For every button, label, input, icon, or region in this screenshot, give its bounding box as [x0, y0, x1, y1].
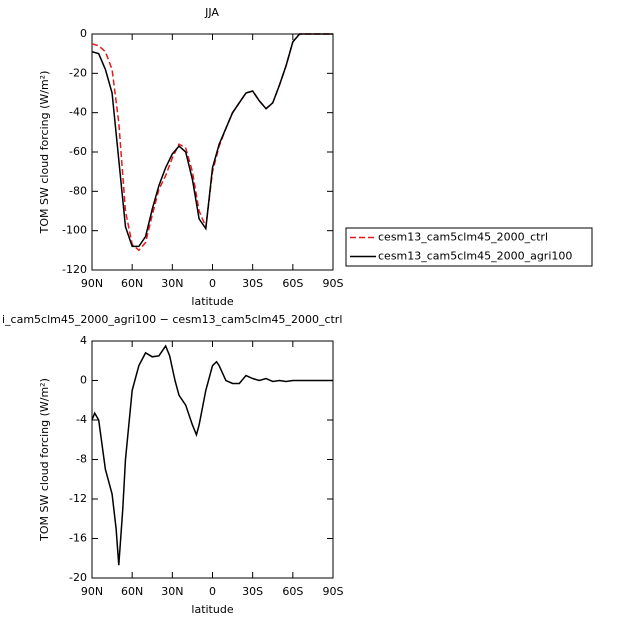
y-tick-label: -20 [69, 571, 87, 584]
x-tick-label: 60S [282, 277, 303, 290]
data-line [91, 33, 333, 248]
x-axis-label: latitude [191, 603, 233, 616]
y-axis-label: TOM SW cloud forcing (W/m²) [38, 378, 51, 542]
x-tick-label: 0 [209, 277, 216, 290]
plot-frame [91, 340, 334, 579]
x-tick-label: 90S [323, 585, 344, 598]
y-tick-label: -8 [76, 453, 87, 466]
x-tick-label: 30S [242, 277, 263, 290]
y-tick-label: -60 [69, 145, 87, 158]
y-tick-label: -40 [69, 106, 87, 119]
y-tick-label: -20 [69, 66, 87, 79]
y-tick-label: -100 [62, 224, 87, 237]
y-tick-label: -80 [69, 184, 87, 197]
x-tick-label: 30N [161, 585, 183, 598]
legend-label: cesm13_cam5clm45_2000_agri100 [378, 250, 572, 263]
y-tick-label: -16 [69, 532, 87, 545]
y-tick-label: 4 [80, 334, 87, 347]
y-tick-label: -4 [76, 413, 87, 426]
x-tick-label: 90S [323, 277, 344, 290]
x-tick-label: 30N [161, 277, 183, 290]
x-tick-label: 90N [81, 585, 103, 598]
y-tick-label: 0 [80, 27, 87, 40]
x-tick-label: 60S [282, 585, 303, 598]
x-axis-label: latitude [191, 295, 233, 308]
chart-title: JJA [204, 6, 219, 19]
x-tick-label: 0 [209, 585, 216, 598]
x-tick-label: 30S [242, 585, 263, 598]
legend-label: cesm13_cam5clm45_2000_ctrl [378, 231, 548, 244]
x-tick-label: 90N [81, 277, 103, 290]
y-tick-label: -120 [62, 263, 87, 276]
data-line [91, 344, 333, 566]
chart-title: i_cam5clm45_2000_agri100 − cesm13_cam5cl… [2, 313, 342, 326]
y-axis-label: TOM SW cloud forcing (W/m²) [38, 71, 51, 235]
y-tick-label: -12 [69, 492, 87, 505]
x-tick-label: 60N [121, 585, 143, 598]
y-tick-label: 0 [80, 374, 87, 387]
x-tick-label: 60N [121, 277, 143, 290]
data-line [91, 33, 333, 252]
legend-box [345, 227, 593, 267]
